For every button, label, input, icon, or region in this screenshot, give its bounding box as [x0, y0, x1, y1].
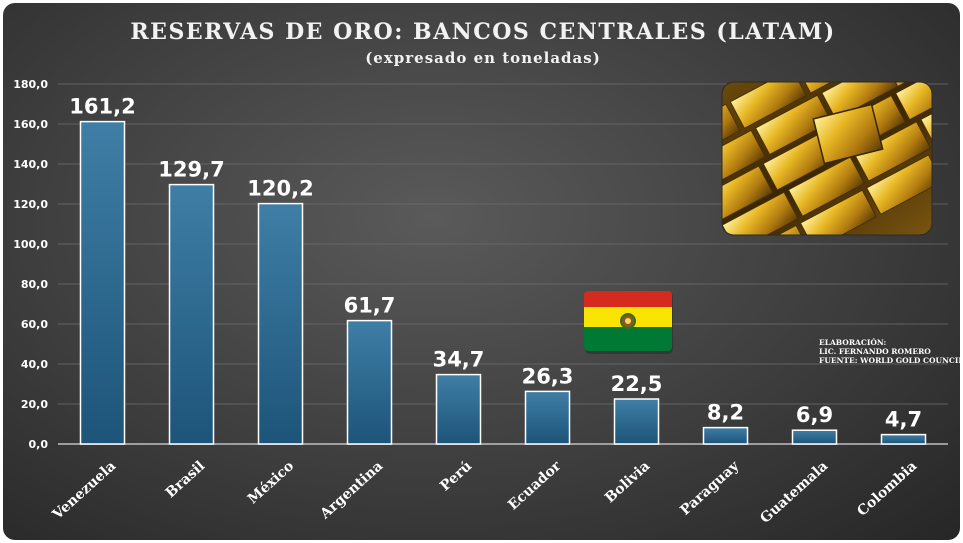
y-tick-label: 140,0 — [13, 158, 48, 171]
y-tick-label: 120,0 — [13, 198, 48, 211]
data-label: 161,2 — [69, 95, 135, 119]
bolivia-flag-icon — [584, 291, 673, 354]
bar-méxico — [257, 202, 304, 445]
credit-elaboracion: ELABORACIÓN: — [819, 338, 886, 347]
data-label: 6,9 — [796, 403, 833, 427]
category-label: México — [245, 458, 297, 507]
bar-ecuador — [524, 390, 571, 445]
chart-canvas: RESERVAS DE ORO: BANCOS CENTRALES (LATAM… — [13, 19, 960, 527]
category-label: Colombia — [854, 458, 920, 520]
y-tick-label: 100,0 — [13, 238, 48, 251]
bar-argentina — [346, 319, 393, 445]
y-tick-label: 60,0 — [21, 318, 48, 331]
data-label: 61,7 — [344, 294, 396, 318]
bar-brasil — [168, 183, 215, 445]
data-label: 8,2 — [707, 401, 744, 425]
y-axis-ticks: 0,0 20,0 40,0 60,0 80,0 100,0 120,0 140,0 160,0 1… — [13, 78, 48, 451]
bar-colombia — [880, 433, 927, 445]
category-label: Argentina — [317, 458, 387, 523]
y-tick-label: 0,0 — [29, 438, 49, 451]
gold-bars-photo — [722, 82, 932, 235]
credit-author: LIC. FERNANDO ROMERO — [819, 347, 931, 356]
y-tick-label: 160,0 — [13, 118, 48, 131]
category-label: Brasil — [163, 458, 208, 501]
y-tick-label: 80,0 — [21, 278, 48, 291]
bar-bolivia — [613, 398, 660, 445]
chart-frame: RESERVAS DE ORO: BANCOS CENTRALES (LATAM… — [3, 3, 960, 540]
category-labels: Venezuela Brasil México Argentina Perú Ecuado… — [49, 458, 920, 527]
category-label: Guatemala — [757, 458, 831, 527]
bar-paraguay — [702, 426, 749, 445]
gold-photo-frame — [721, 81, 933, 236]
category-label: Paraguay — [677, 458, 742, 519]
y-tick-label: 180,0 — [13, 78, 48, 91]
data-label: 22,5 — [611, 372, 663, 396]
category-label: Perú — [437, 458, 475, 494]
data-labels: 161,2 129,7 120,2 61,7 34,7 26,3 22,5 8,2 6,9 4,7 — [69, 95, 922, 432]
data-label: 34,7 — [433, 348, 485, 372]
y-tick-label: 20,0 — [21, 398, 48, 411]
credit-source: FUENTE: WORLD GOLD COUNCIL — [819, 356, 960, 365]
bars — [79, 120, 927, 445]
bar-venezuela — [79, 120, 126, 445]
chart-subtitle: (expresado en toneladas) — [365, 49, 601, 67]
y-tick-label: 40,0 — [21, 358, 48, 371]
bar-guatemala — [791, 429, 838, 445]
category-label: Ecuador — [505, 458, 564, 514]
category-label: Venezuela — [49, 458, 119, 523]
data-label: 120,2 — [247, 177, 313, 201]
chart-title: RESERVAS DE ORO: BANCOS CENTRALES (LATAM… — [130, 19, 835, 45]
bar-perú — [435, 373, 482, 445]
data-label: 26,3 — [522, 364, 574, 388]
data-label: 129,7 — [158, 158, 224, 182]
data-label: 4,7 — [885, 408, 922, 432]
category-label: Bolivia — [602, 458, 653, 506]
